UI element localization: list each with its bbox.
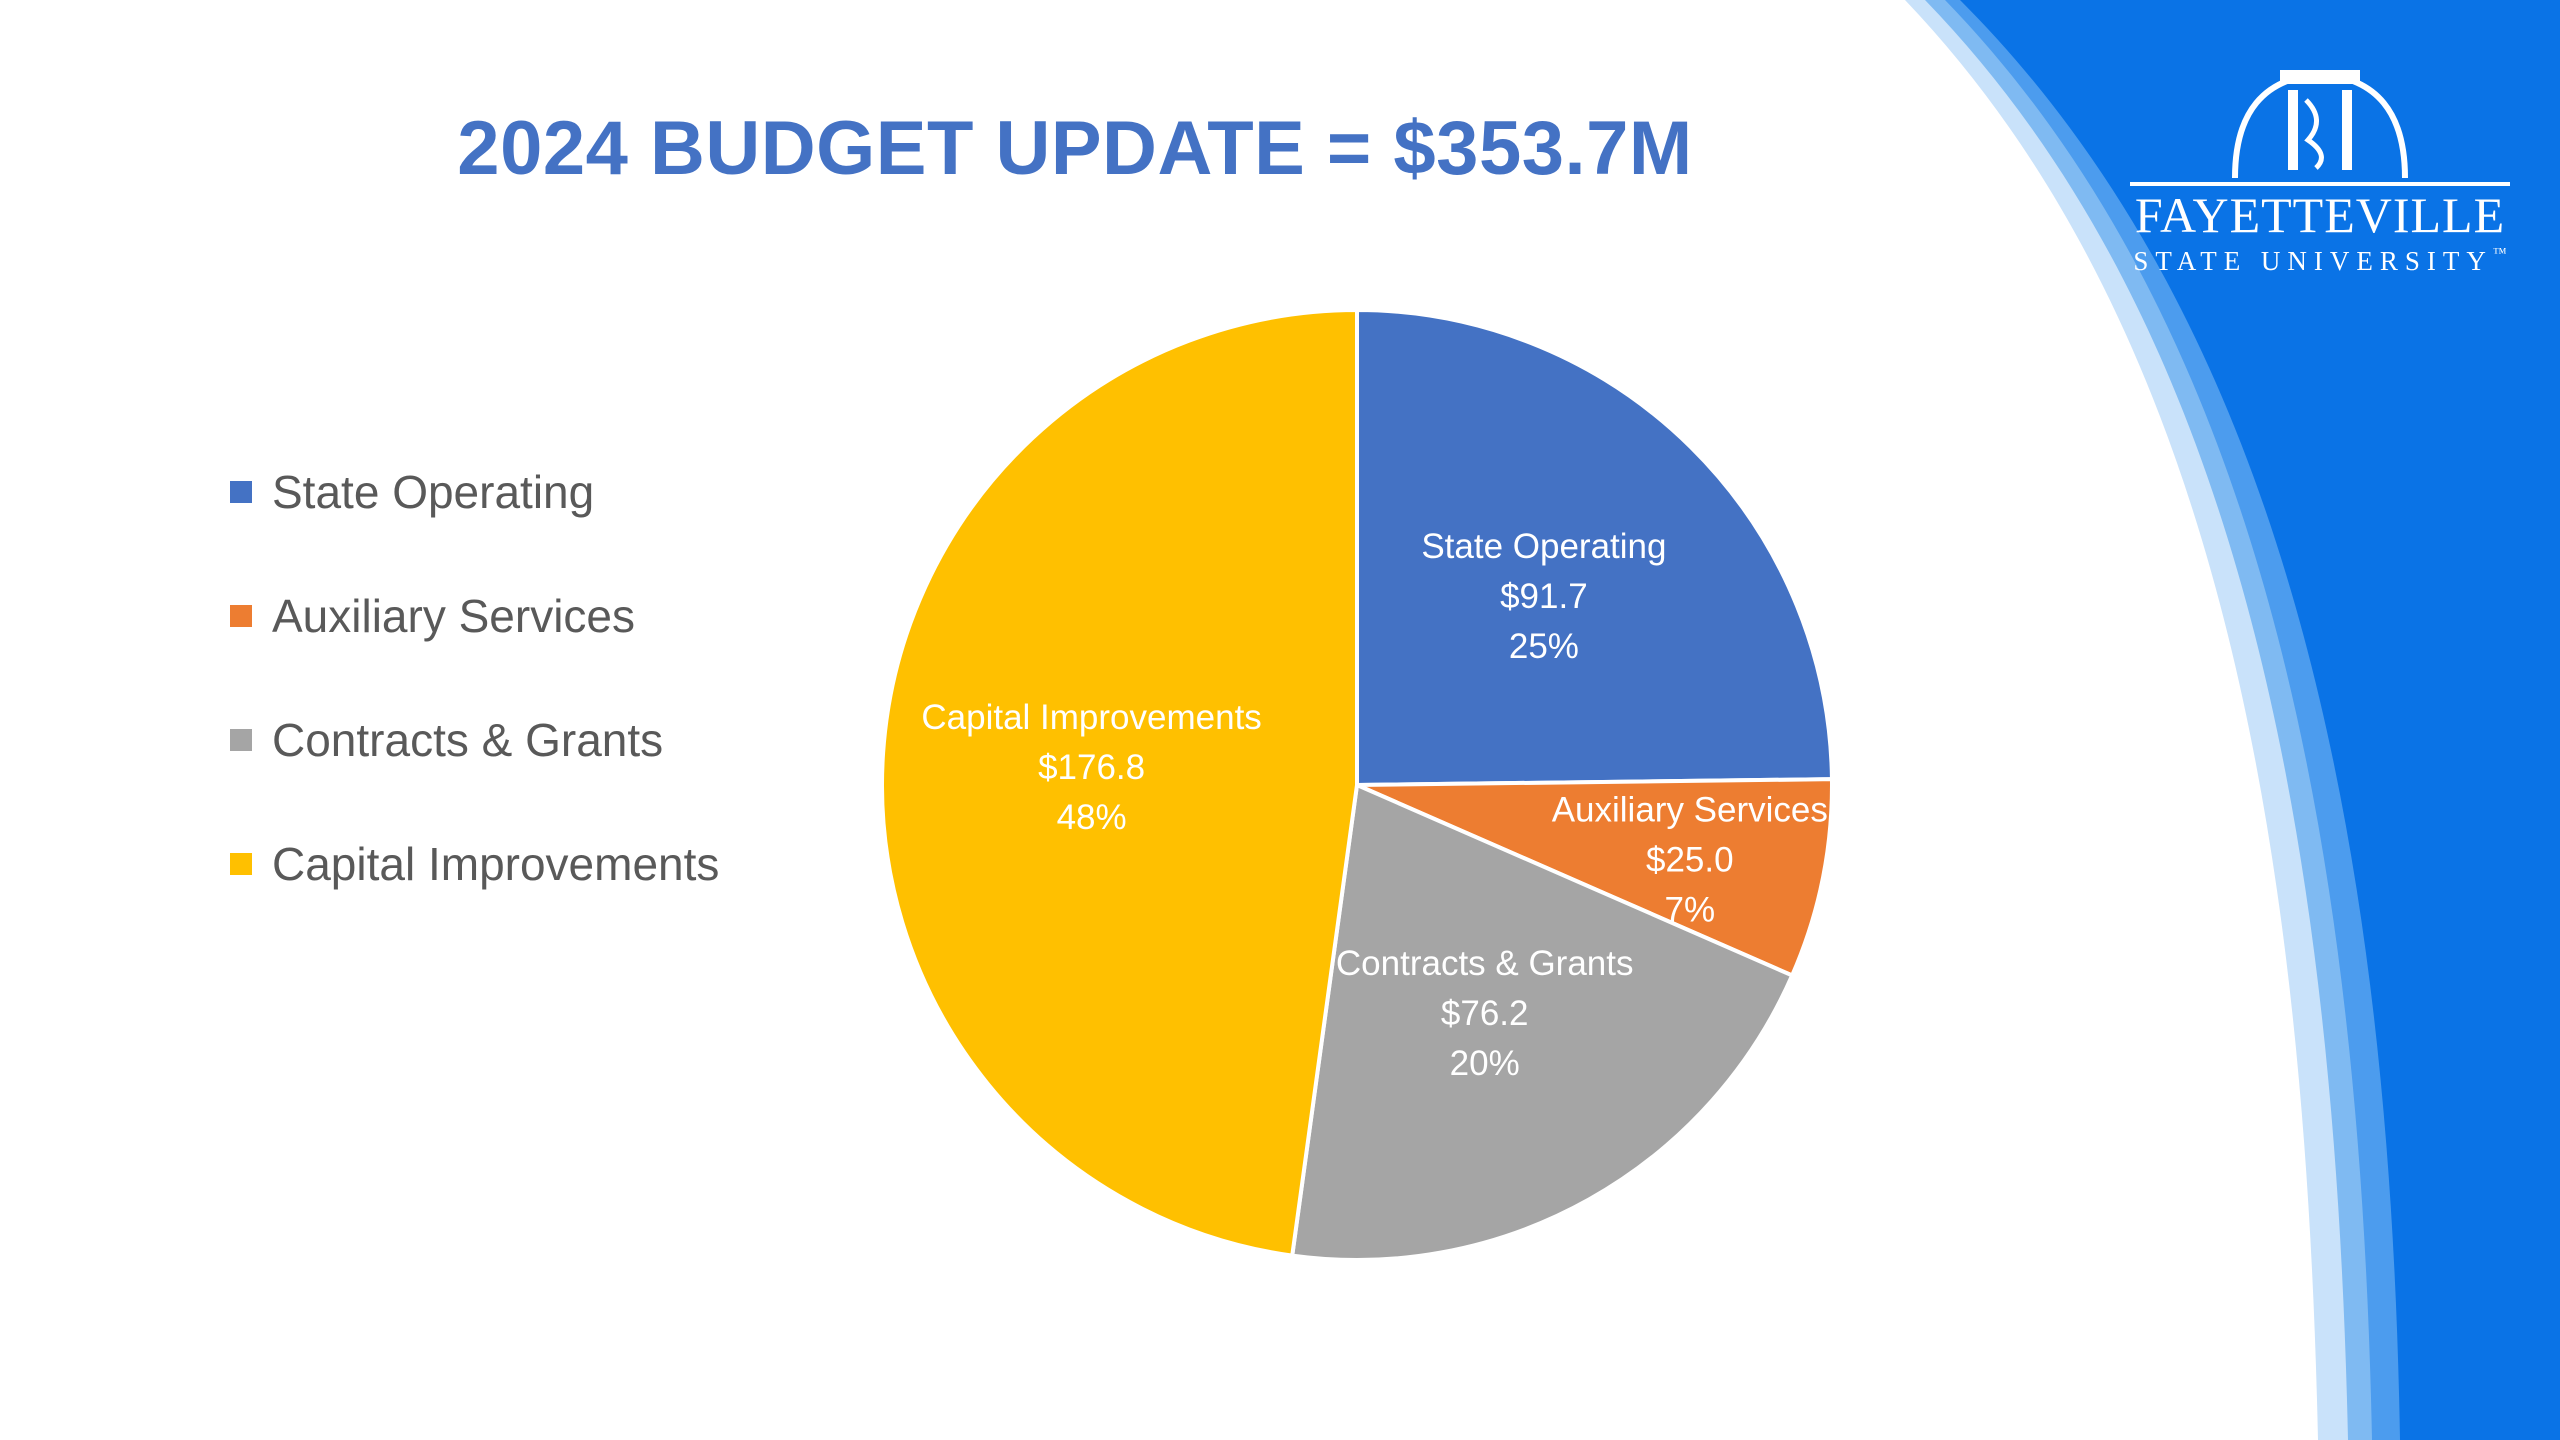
pie-slice — [1356, 777, 1834, 979]
pie-slice — [1289, 782, 1795, 1262]
pie-slice — [1355, 307, 1834, 788]
legend-item: State Operating — [230, 465, 594, 519]
legend-swatch — [230, 729, 252, 751]
legend-label: Contracts & Grants — [272, 714, 664, 766]
legend-label: State Operating — [272, 466, 595, 518]
legend-item: Contracts & Grants — [230, 713, 663, 767]
slice-data-label: Capital Improvements $176.8 48% — [921, 698, 1261, 837]
university-logo: FAYETTEVILLE STATE UNIVERSITY™ — [2110, 60, 2530, 300]
slice-data-label: State Operating $91.7 25% — [1421, 527, 1666, 666]
legend-label: Capital Improvements — [272, 838, 720, 890]
legend-swatch — [230, 605, 252, 627]
logo-wordmark: FAYETTEVILLE — [2134, 187, 2506, 243]
legend-item: Capital Improvements — [230, 837, 719, 891]
legend-label: Auxiliary Services — [272, 590, 635, 642]
legend-swatch — [230, 853, 252, 875]
legend-swatch — [230, 481, 252, 503]
trademark-mark: ™ — [2492, 246, 2507, 261]
pie-slice — [880, 307, 1359, 1258]
logo-subtitle: STATE UNIVERSITY™ — [2133, 246, 2507, 276]
slide-title: 2024 BUDGET UPDATE = $353.7M — [457, 106, 1693, 191]
slice-data-label: Auxiliary Services $25.0 7% — [1552, 791, 1828, 930]
slice-data-label: Contracts & Grants $76.2 20% — [1336, 944, 1634, 1083]
legend-item: Auxiliary Services — [230, 589, 635, 643]
swoosh-main — [1960, 0, 2560, 1440]
logo-emblem-icon — [2130, 70, 2510, 186]
